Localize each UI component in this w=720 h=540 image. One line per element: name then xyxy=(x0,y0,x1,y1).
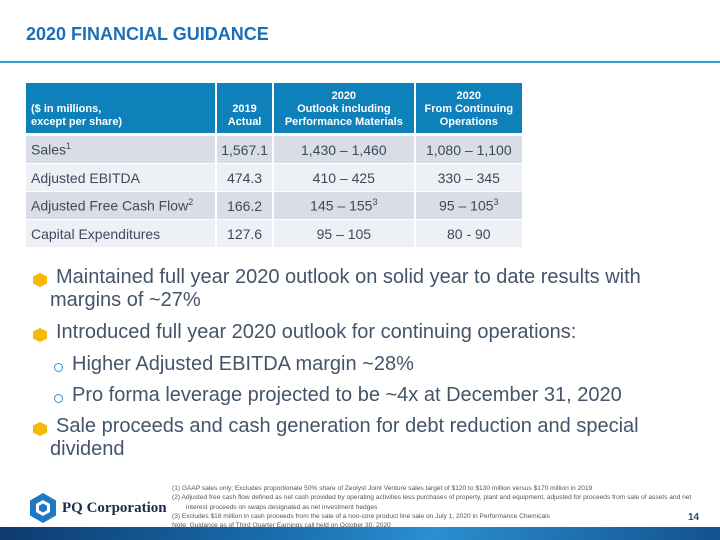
header-units: ($ in millions, except per share) xyxy=(26,83,218,136)
table-row: Adjusted EBITDA 474.3 410 – 425 330 – 345 xyxy=(26,163,522,192)
sub-bullet-item: Pro forma leverage projected to be ~4x a… xyxy=(30,384,710,407)
table-row: Adjusted Free Cash Flow2 166.2 145 – 1553 9… xyxy=(26,191,522,220)
footer-band xyxy=(0,527,720,540)
circle-bullet-icon xyxy=(54,363,63,372)
bullet-list: Maintained full year 2020 outlook on sol… xyxy=(30,266,710,470)
row-label: Adjusted EBITDA xyxy=(26,163,218,192)
logo-text: PQ Corporation xyxy=(62,499,167,516)
bullet-text: Maintained full year 2020 outlook on sol… xyxy=(56,266,641,288)
cell-2020-continuing: 95 – 1053 xyxy=(414,191,522,220)
cell-2019-actual: 474.3 xyxy=(216,163,275,192)
cell-2020-continuing: 330 – 345 xyxy=(414,163,522,192)
cell-2020-outlook: 95 – 105 xyxy=(273,219,416,248)
row-label: Adjusted Free Cash Flow2 xyxy=(26,191,218,220)
guidance-table: ($ in millions, except per share) 2019 Act… xyxy=(26,83,522,248)
header-2020-outlook: 2020 Outlook including Performance Materia… xyxy=(273,83,416,136)
row-label: Capital Expenditures xyxy=(26,219,218,248)
bullet-text: margins of ~27% xyxy=(50,289,201,311)
pq-hexagon-logo-icon xyxy=(30,493,56,523)
bullet-item: Maintained full year 2020 outlook on sol… xyxy=(30,266,710,312)
cell-2020-continuing: 1,080 – 1,100 xyxy=(414,134,522,164)
bullet-item: Sale proceeds and cash generation for de… xyxy=(30,415,710,461)
footnote-note: Note: Guidance as of Third Quarter Earni… xyxy=(172,522,391,530)
sub-bullet-item: Higher Adjusted EBITDA margin ~28% xyxy=(30,353,710,376)
footnote: (1) GAAP sales only; Excludes proportion… xyxy=(172,485,593,492)
bullet-text: Pro forma leverage projected to be ~4x a… xyxy=(72,384,622,406)
title-divider xyxy=(0,61,720,63)
page-number: 14 xyxy=(688,512,700,523)
cell-2019-actual: 127.6 xyxy=(216,219,275,248)
pq-corporation-logo: PQ Corporation xyxy=(28,492,167,524)
bullet-text: Higher Adjusted EBITDA margin ~28% xyxy=(72,353,414,375)
cell-2019-actual: 166.2 xyxy=(216,191,275,220)
footnote: (3) Excludes $18 million in cash proceed… xyxy=(172,512,550,520)
footnotes: (1) GAAP sales only; Excludes proportion… xyxy=(172,484,702,530)
cell-2020-outlook: 1,430 – 1,460 xyxy=(273,134,416,164)
hexagon-bullet-icon xyxy=(33,422,47,436)
header-2020-continuing: 2020 From Continuing Operations xyxy=(414,83,522,136)
table-row: Sales1 1,567.1 1,430 – 1,460 1,080 – 1,100 xyxy=(26,134,522,164)
bullet-text: Introduced full year 2020 outlook for co… xyxy=(56,321,577,343)
footnote: (2) Adjusted free cash flow defined as n… xyxy=(172,494,692,511)
cell-2020-continuing: 80 - 90 xyxy=(414,219,522,248)
bullet-text: Sale proceeds and cash generation for de… xyxy=(56,415,639,437)
hexagon-bullet-icon xyxy=(33,328,47,342)
bullet-item: Introduced full year 2020 outlook for co… xyxy=(30,321,710,344)
circle-bullet-icon xyxy=(54,394,63,403)
hexagon-bullet-icon xyxy=(33,273,47,287)
slide-title: 2020 FINANCIAL GUIDANCE xyxy=(26,24,269,44)
table-row: Capital Expenditures 127.6 95 – 105 80 - 90 xyxy=(26,219,522,248)
bullet-text: dividend xyxy=(50,438,125,460)
cell-2020-outlook: 410 – 425 xyxy=(273,163,416,192)
header-2019: 2019 Actual xyxy=(216,83,275,136)
row-label: Sales1 xyxy=(26,134,218,164)
cell-2019-actual: 1,567.1 xyxy=(216,134,275,164)
table-header-row: ($ in millions, except per share) 2019 Act… xyxy=(26,83,522,136)
cell-2020-outlook: 145 – 1553 xyxy=(273,191,416,220)
